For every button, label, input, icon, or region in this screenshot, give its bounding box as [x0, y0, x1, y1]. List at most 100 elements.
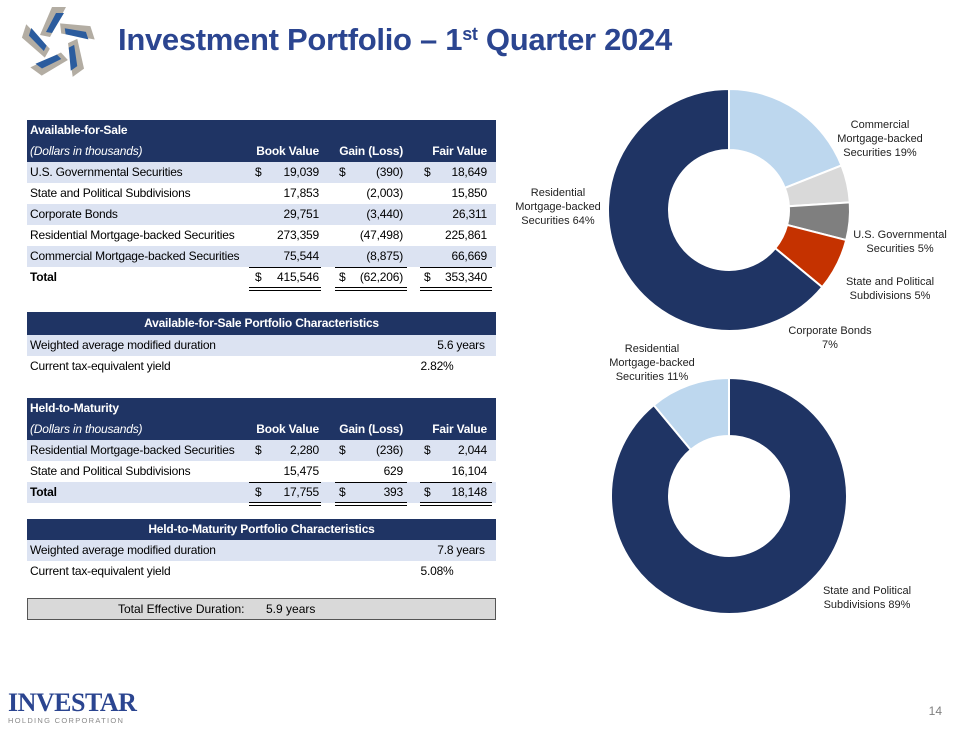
company-logo [18, 7, 95, 83]
slice-label: Residential Mortgage-backed Securities 11% [609, 342, 695, 384]
char-row: Current tax-equivalent yield 2.82% [27, 356, 496, 377]
htm-total-row: Total $ $ $ 17,755 393 18,148 [27, 482, 496, 506]
total-fair-value: 18,148 [451, 485, 487, 499]
char-value: 7.8 years [437, 543, 485, 557]
divider [420, 502, 492, 506]
slice-label-line: Mortgage-backed [837, 133, 923, 145]
slice-label: Commercial Mortgage-backed Securities 19% [837, 118, 923, 160]
htm-characteristics: Held-to-Maturity Portfolio Characteristi… [27, 519, 496, 582]
gain-loss: (2,003) [366, 186, 403, 200]
book-value: 29,751 [283, 207, 319, 221]
currency: $ [255, 165, 262, 179]
char-label: Weighted average modified duration [30, 543, 216, 557]
donut-slice [610, 376, 848, 615]
slice-label: Residential Mortgage-backed Securities 64% [515, 186, 601, 228]
divider [249, 287, 321, 291]
slice-label-line: Mortgage-backed [609, 357, 695, 369]
total-gain-loss: (62,206) [359, 270, 403, 284]
afs-heading: Available-for-Sale [30, 123, 128, 137]
afs-total-row: Total $ $ $ 415,546 (62,206) 353,340 [27, 267, 496, 291]
fair-value: 66,669 [451, 249, 487, 263]
row-label: Corporate Bonds [30, 207, 118, 221]
slice-label-line: 7% [822, 339, 838, 351]
slice-label: State and Political Subdivisions 89% [823, 584, 911, 612]
htm-char-heading: Held-to-Maturity Portfolio Characteristi… [148, 522, 375, 536]
table-row: State and Political Subdivisions 17,853 (2… [27, 183, 496, 204]
book-value: 19,039 [283, 165, 319, 179]
col-book-value: Book Value [256, 422, 319, 436]
slice-label-line: Subdivisions 5% [849, 290, 931, 302]
fair-value: 18,649 [451, 165, 487, 179]
donut-slice [652, 376, 730, 452]
fair-value: 26,311 [452, 207, 487, 221]
afs-column-header-row: (Dollars in thousands) Book Value Gain (… [27, 141, 496, 162]
currency: $ [339, 165, 346, 179]
char-row: Weighted average modified duration 5.6 ye… [27, 335, 496, 356]
slice-label: State and Political Subdivisions 5% [846, 275, 934, 303]
char-label: Weighted average modified duration [30, 338, 216, 352]
char-row: Weighted average modified duration 7.8 ye… [27, 540, 496, 561]
char-row: Current tax-equivalent yield 5.08% [27, 561, 496, 582]
htm-heading: Held-to-Maturity [30, 401, 119, 415]
currency: $ [339, 270, 346, 284]
divider [335, 482, 407, 483]
currency: $ [424, 443, 431, 457]
currency: $ [424, 270, 431, 284]
row-label: Residential Mortgage-backed Securities [30, 228, 235, 242]
divider [420, 267, 492, 268]
col-fair-value: Fair Value [432, 144, 487, 158]
divider [420, 482, 492, 483]
divider [335, 287, 407, 291]
slice-label-line: Securities 19% [843, 147, 917, 159]
col-gain-loss: Gain (Loss) [339, 144, 403, 158]
currency: $ [255, 270, 262, 284]
slice-label-line: Securities 64% [521, 215, 595, 227]
table-row: U.S. Governmental Securities $ $ $19,039 (39… [27, 162, 496, 183]
char-value: 5.08% [420, 564, 454, 578]
char-value: 2.82% [420, 359, 454, 373]
gain-loss: (3,440) [366, 207, 403, 221]
table-row: Residential Mortgage-backed Securities $… [27, 440, 496, 461]
col-gain-loss: Gain (Loss) [339, 422, 403, 436]
slice-label-line: Corporate Bonds [788, 325, 872, 337]
gain-loss: (47,498) [359, 228, 403, 242]
total-effective-duration: Total Effective Duration: 5.9 years [27, 598, 496, 620]
table-row: Commercial Mortgage-backed Securities 75,… [27, 246, 496, 267]
slice-label-line: Mortgage-backed [515, 201, 601, 213]
book-value: 2,280 [289, 443, 319, 457]
currency: $ [339, 443, 346, 457]
afs-heading-row: Available-for-Sale [27, 120, 496, 141]
footer-brand: INVESTAR HOLDING CORPORATION [8, 688, 137, 726]
divider [335, 267, 407, 268]
afs-char-heading: Available-for-Sale Portfolio Characteris… [144, 316, 379, 330]
slice-label-line: State and Political [845, 276, 935, 288]
divider [249, 482, 321, 483]
table-row: State and Political Subdivisions 15,475 … [27, 461, 496, 482]
char-label: Current tax-equivalent yield [30, 564, 171, 578]
currency: $ [255, 443, 262, 457]
char-value: 5.6 years [437, 338, 485, 352]
slice-label-line: U.S. Governmental [853, 229, 947, 241]
total-label: Total [30, 485, 57, 499]
gain-loss: (390) [375, 165, 403, 179]
total-book-value: 415,546 [277, 270, 319, 284]
row-label: Commercial Mortgage-backed Securities [30, 249, 240, 263]
afs-table: Available-for-Sale (Dollars in thousands… [27, 120, 496, 291]
book-value: 17,853 [283, 186, 319, 200]
col-book-value: Book Value [256, 144, 319, 158]
currency: $ [339, 485, 346, 499]
book-value: 75,544 [283, 249, 319, 263]
donut-slice [607, 87, 824, 332]
row-label: Residential Mortgage-backed Securities [30, 443, 235, 457]
slice-label-line: Residential [530, 187, 586, 199]
slice-label-line: Residential [624, 343, 680, 355]
divider [249, 502, 321, 506]
duration-value: 5.9 years [266, 602, 316, 616]
row-label: State and Political Subdivisions [30, 186, 191, 200]
units-label: (Dollars in thousands) [30, 422, 143, 436]
currency: $ [255, 485, 262, 499]
brand-name: INVESTAR [8, 688, 137, 717]
page-title: Investment Portfolio – 1st Quarter 2024 [118, 22, 672, 57]
total-book-value: 17,755 [283, 485, 319, 499]
